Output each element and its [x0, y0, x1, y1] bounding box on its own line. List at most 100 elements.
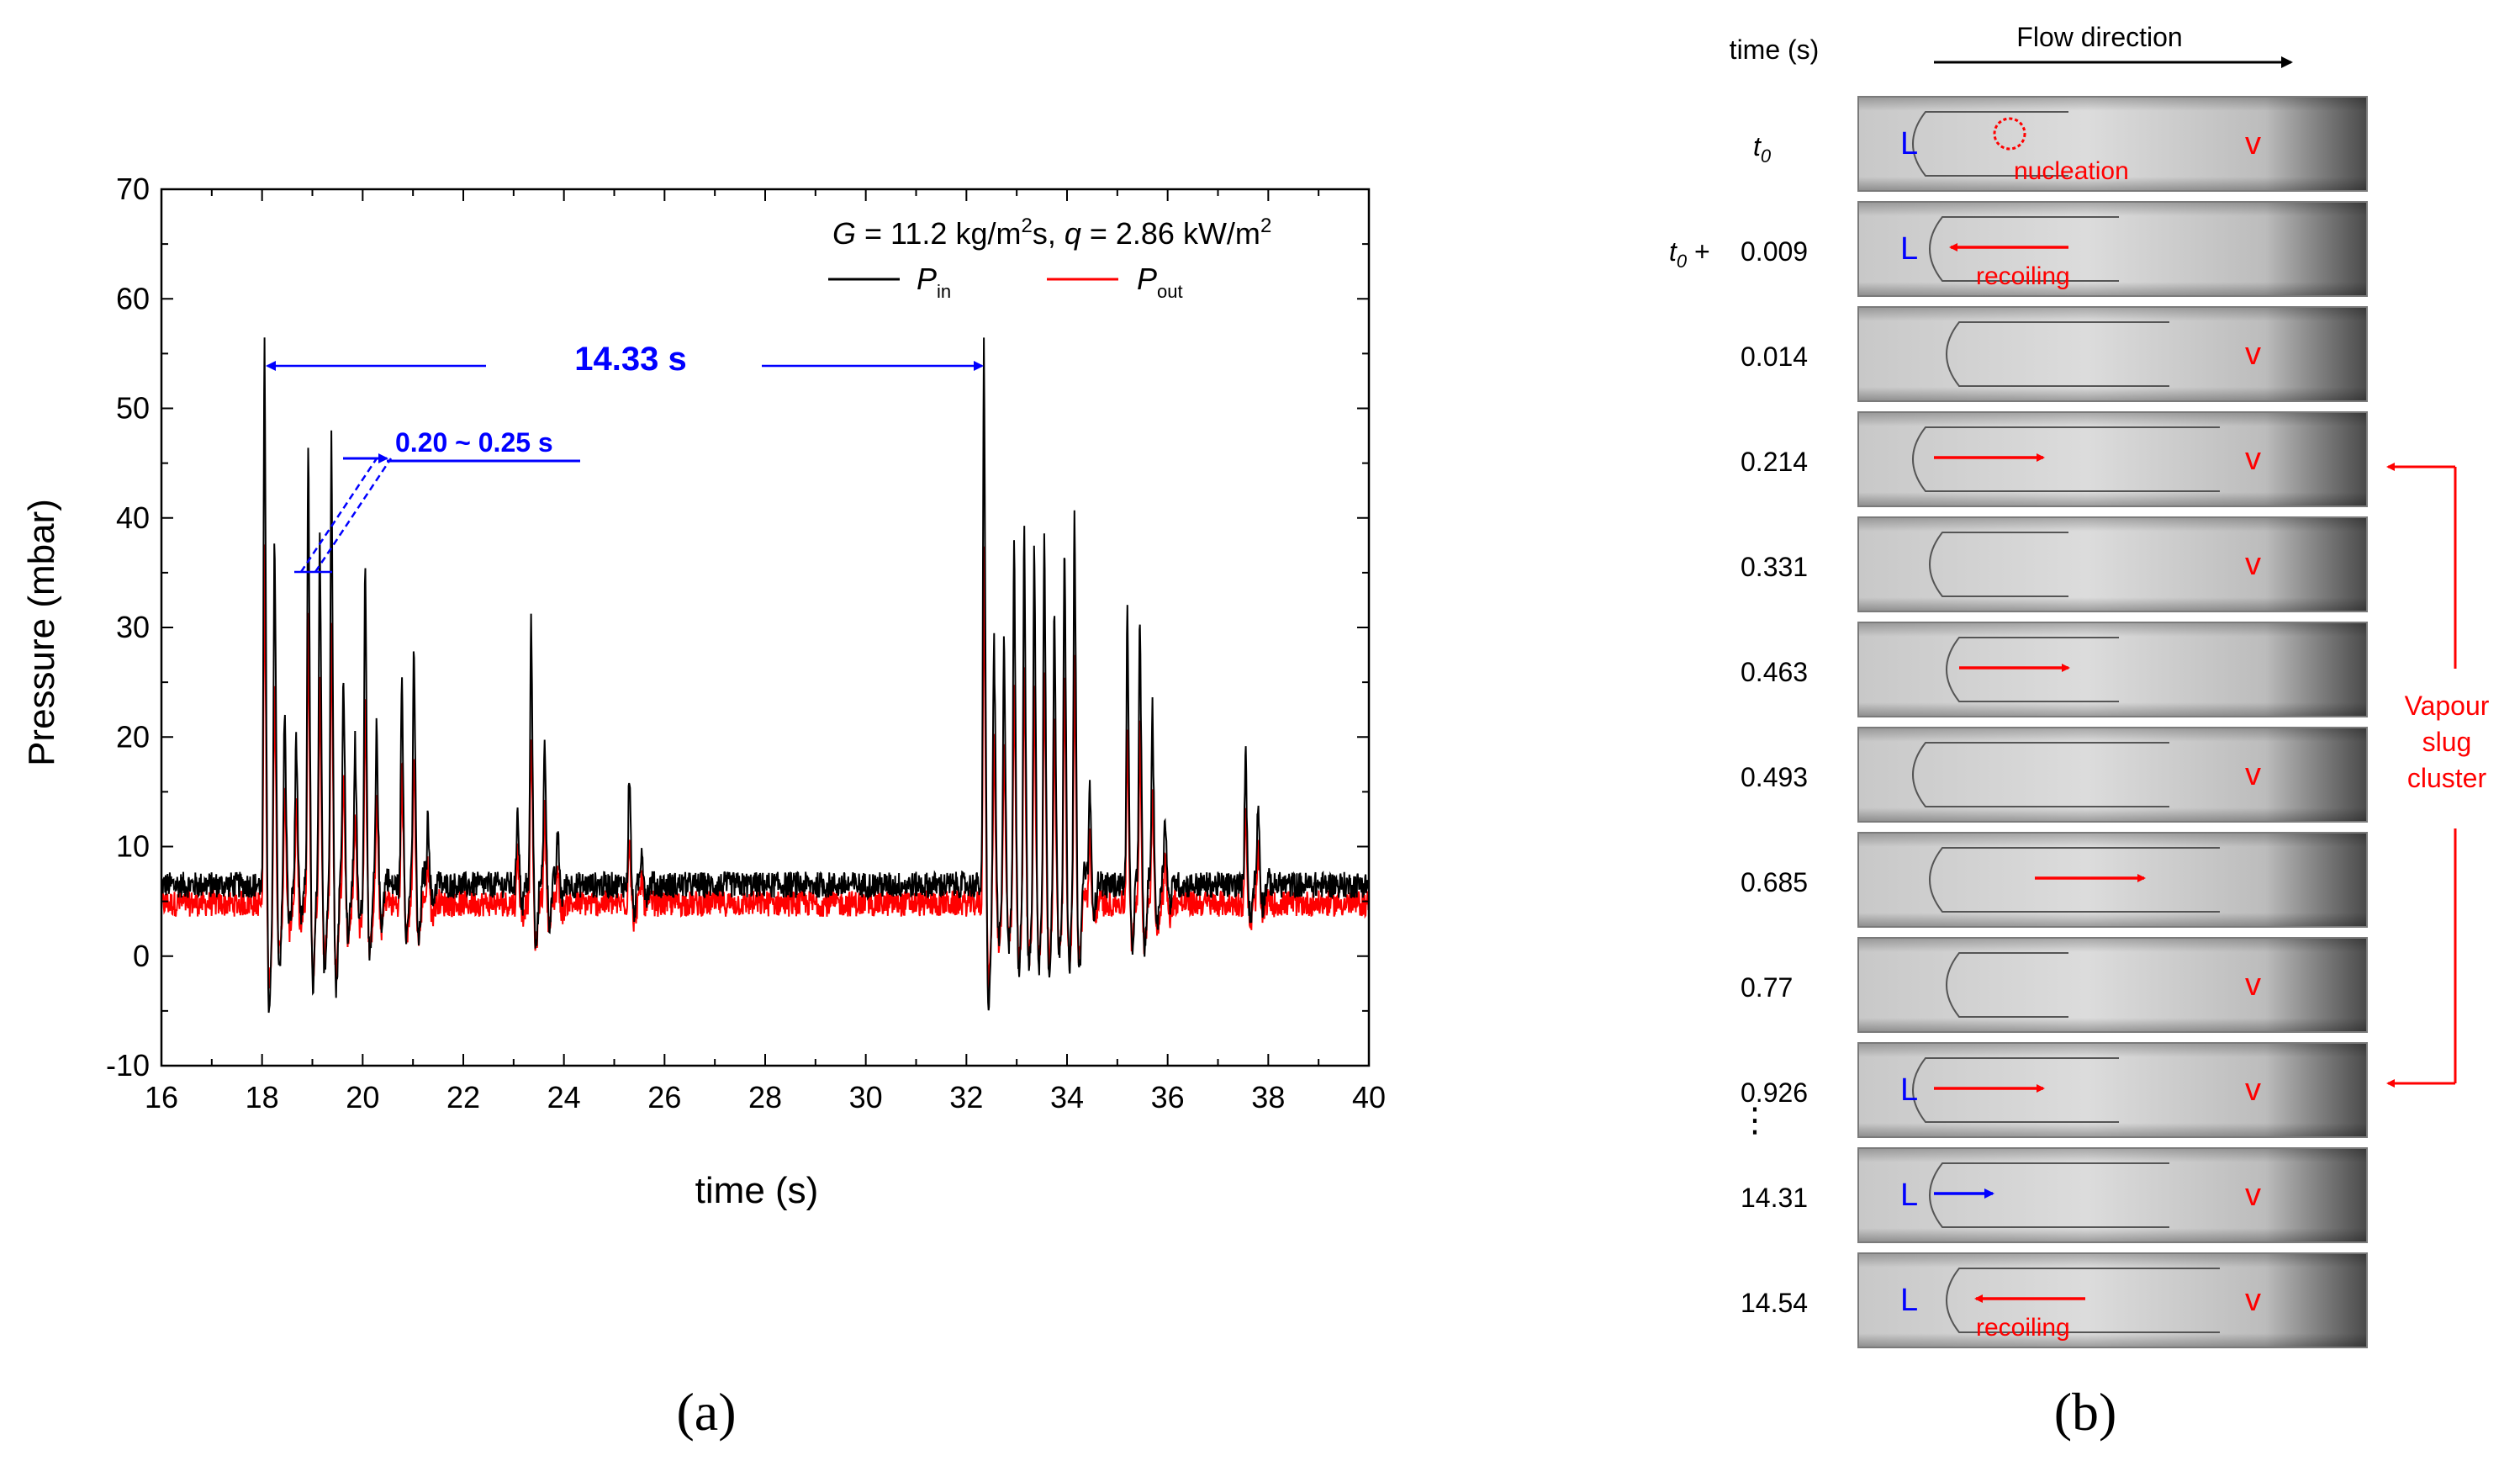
frame-border [1857, 622, 2368, 717]
frame-time-label: 0.331 [1741, 552, 1808, 582]
frame-mark-recoiling: recoiling [1976, 1314, 2070, 1342]
frame-shade [1858, 728, 2367, 822]
cond-q-value: = 2.86 kW/m [1081, 216, 1260, 251]
frame-border [1857, 201, 2368, 297]
x-axis-label: time (s) [695, 1170, 819, 1211]
frame-shade [1858, 622, 2367, 717]
y-tick-label: 10 [116, 829, 150, 864]
vapour-label-3: cluster [2407, 763, 2487, 793]
x-tick-label: 16 [145, 1080, 178, 1114]
frame-mark-L: L [1900, 231, 1918, 267]
frame-time-prefix: t0 + [1669, 236, 1710, 272]
plot-axes [160, 188, 1371, 1067]
period-annotation: 14.33 s [266, 341, 984, 378]
frame-mark-L: L [1900, 1283, 1918, 1318]
cond-q-symbol: q [1065, 216, 1081, 251]
frame-border [1857, 306, 2368, 402]
vapour-label-2: slug [2422, 727, 2472, 757]
x-tick-label: 30 [849, 1080, 883, 1114]
frame-row: 0.685 [1741, 832, 2368, 928]
frame-row: 0.463 [1741, 622, 2368, 717]
y-axis-label: Pressure (mbar) [21, 499, 62, 766]
frame-row: 0.493 v [1741, 727, 2368, 823]
x-tick-label: 38 [1251, 1080, 1285, 1114]
frame-mark-v: v [2245, 1178, 2261, 1213]
x-tick-label: 32 [949, 1080, 983, 1114]
spacing-label: 0.20 ~ 0.25 s [395, 427, 553, 458]
frame-mark-v: v [2245, 547, 2261, 582]
frame-row: 0.77 v [1741, 937, 2368, 1033]
ellipsis: ⋮ [1738, 1102, 1772, 1139]
y-tick-label: 60 [116, 281, 150, 315]
x-tick-label: 24 [547, 1080, 581, 1114]
panel-a-label: (a) [676, 1382, 736, 1442]
vapour-cluster-bracket: Vapour slug cluster [2386, 463, 2490, 1088]
frame-border [1857, 832, 2368, 928]
frame-time-label: 0.926 [1741, 1077, 1808, 1108]
frame-border [1857, 1147, 2368, 1243]
frame-border [1857, 1252, 2368, 1348]
frame-mark-v: v [2245, 1072, 2261, 1108]
x-tick-label: 18 [246, 1080, 279, 1114]
frame-mark-v: v [2245, 967, 2261, 1003]
frame-time-label: 14.31 [1741, 1183, 1808, 1213]
frame-time-label: 0.463 [1741, 657, 1808, 687]
y-axis-ticks: 70 60 50 40 30 20 10 0 -10 [106, 172, 1369, 1083]
slug-interface [1946, 321, 2169, 387]
frame-mark-L: L [1900, 1072, 1918, 1108]
slug-interface [1929, 532, 2068, 597]
series-p-in [161, 337, 1370, 1014]
panel-a-chart: 16 18 20 22 24 26 28 30 32 34 36 38 40 7060504030201… [21, 172, 1386, 1442]
spacing-dash-2 [314, 458, 393, 573]
legend-pin-label: Pin [917, 262, 951, 302]
y-tick-label: 20 [116, 719, 150, 754]
frame-row: 0.331 v [1741, 516, 2368, 612]
x-tick-label: 34 [1050, 1080, 1084, 1114]
frame-border [1857, 1042, 2368, 1138]
frame-shade [1858, 833, 2367, 927]
slug-interface [1929, 847, 2220, 913]
frame-shade [1858, 412, 2367, 506]
y-tick-label: 50 [116, 391, 150, 426]
x-tick-label: 36 [1151, 1080, 1185, 1114]
frame-shade [1858, 938, 2367, 1032]
frame-time-label: 0.77 [1741, 972, 1793, 1003]
vapour-label-1: Vapour [2405, 691, 2490, 721]
cond-g-sup: 2 [1021, 214, 1032, 237]
x-axis-ticks: 16 18 20 22 24 26 28 30 32 34 36 38 40 [145, 189, 1386, 1114]
frame-border [1857, 411, 2368, 507]
frame-time-label: 0.009 [1741, 236, 1808, 267]
frame-mark-v: v [2245, 757, 2261, 792]
frame-mark-v: v [2245, 126, 2261, 161]
frame-time-t0: t0 [1753, 131, 1772, 167]
frame-mark-L: L [1900, 126, 1918, 161]
p-in-line [161, 337, 1370, 1014]
frame-row: 0.014 v [1741, 306, 2368, 402]
frame-time-label: 0.214 [1741, 447, 1808, 477]
frame-time-label: 0.493 [1741, 762, 1808, 792]
slug-interface [1946, 952, 2068, 1018]
nucleation-marker [1993, 117, 2026, 151]
plot-frame [160, 188, 1371, 1067]
legend: Pin Pout [828, 262, 1183, 302]
slug-interface [1912, 426, 2220, 492]
frame-mark-v: v [2245, 442, 2261, 477]
cond-g-symbol: G [832, 216, 856, 251]
y-tick-label: 40 [116, 500, 150, 535]
period-label: 14.33 s [574, 341, 686, 378]
frame-mark-L: L [1900, 1178, 1918, 1213]
x-tick-label: 22 [446, 1080, 480, 1114]
spacing-annotation: 0.20 ~ 0.25 s [294, 427, 580, 574]
frame-shade [1858, 1148, 2367, 1242]
panel-b-images: time (s) Flow direction t0 Lnucleationvt0… [1669, 22, 2490, 1442]
y-tick-label: -10 [106, 1048, 150, 1083]
frame-shade [1858, 1043, 2367, 1137]
legend-pout-label: Pout [1137, 262, 1183, 302]
